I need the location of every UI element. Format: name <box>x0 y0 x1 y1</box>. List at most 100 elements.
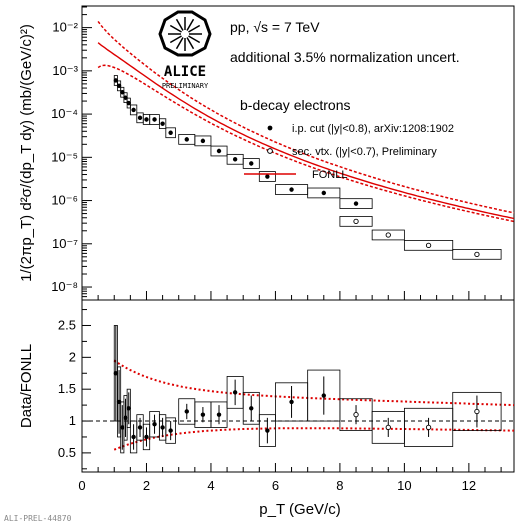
legend-marker-filled <box>267 125 273 131</box>
normalization-label: additional 3.5% normalization uncert. <box>230 49 460 65</box>
fonll-upper-curve <box>97 20 515 214</box>
top-point-filled <box>184 137 189 142</box>
ratio-upper-curve <box>113 359 515 407</box>
x-tick-label: 10 <box>397 478 411 493</box>
top-point-filled <box>113 78 119 83</box>
top-syst-box <box>129 104 138 116</box>
ratio-point-filled <box>200 412 206 417</box>
logo-ray <box>169 35 182 44</box>
ratio-point-filled <box>126 406 131 411</box>
logo-ray <box>169 24 182 33</box>
ratio-point-filled <box>152 422 157 427</box>
top-syst-box <box>158 118 167 130</box>
top-point-filled <box>116 83 122 89</box>
x-tick-label: 8 <box>336 478 343 493</box>
ratio-point-filled <box>216 412 222 417</box>
logo-ray <box>188 35 201 44</box>
logo-ray <box>175 37 184 50</box>
top-point-filled <box>137 115 143 121</box>
top-point-filled <box>353 201 359 206</box>
x-tick-label: 6 <box>272 478 279 493</box>
ratio-syst-box <box>258 414 276 447</box>
ratio-point-open <box>474 408 480 415</box>
top-point-open <box>474 251 480 257</box>
top-point-filled <box>126 100 131 106</box>
alice-logo: ALICE PRELIMINARY <box>158 10 212 90</box>
top-y-axis-label: 1/(2πp_T) d²σ/(dp_T dy) (mb/(GeV/c)²) <box>18 24 35 282</box>
alice-logo-text: ALICE <box>164 64 206 80</box>
x-tick-label: 12 <box>462 478 476 493</box>
ratio-point-filled <box>160 425 165 430</box>
ratio-point-open <box>353 412 359 418</box>
logo-ray <box>188 24 201 33</box>
logo-ray <box>186 18 195 31</box>
x-tick-label: 2 <box>143 478 150 493</box>
ratio-point-filled <box>120 425 125 430</box>
top-syst-box <box>371 229 405 241</box>
top-syst-box <box>210 145 228 157</box>
ratio-point-filled <box>265 428 270 433</box>
top-point-filled <box>321 190 326 196</box>
top-syst-box <box>339 216 373 227</box>
ratio-point-open <box>385 424 391 431</box>
x-tick-label: 4 <box>207 478 214 493</box>
legend-title: b-decay electrons <box>240 97 351 113</box>
top-syst-box <box>194 135 212 147</box>
alice-preliminary-text: PRELIMINARY <box>162 82 209 90</box>
y-tick-label: 10⁻⁴ <box>51 106 78 121</box>
ratio-point-filled <box>144 434 149 440</box>
system-label: pp, √s = 7 TeV <box>230 19 320 35</box>
top-point-filled <box>131 107 136 113</box>
y-tick-label: 10⁻⁶ <box>51 193 78 208</box>
top-point-filled <box>152 117 157 122</box>
top-point-filled <box>168 130 173 135</box>
x-axis-label: p_T (GeV/c) <box>259 501 340 518</box>
y-tick-label: 1 <box>69 413 76 428</box>
top-syst-box <box>339 198 373 209</box>
y-tick-label: 10⁻⁷ <box>52 236 78 251</box>
bottom-panel-frame <box>81 299 515 473</box>
y-tick-label: 0.5 <box>58 445 76 460</box>
fonll-lower-curve <box>97 64 515 223</box>
bottom-axis-ticks: 0 2 4 6 8 10 12 0.5 1 1.5 2 2.5 <box>58 309 502 493</box>
ratio-point-filled <box>168 428 173 433</box>
ratio-point-open <box>425 424 432 431</box>
top-point-filled <box>123 95 128 100</box>
top-point-filled <box>216 148 222 154</box>
top-point-filled <box>144 117 149 122</box>
ratio-point-filled <box>289 399 294 405</box>
top-syst-box <box>403 240 454 251</box>
ratio-point-filled <box>232 390 238 395</box>
ratio-point-filled <box>116 399 122 405</box>
ratio-point-filled <box>131 434 136 440</box>
top-point-filled <box>120 90 125 95</box>
x-tick-label: 0 <box>78 478 85 493</box>
ratio-band-curves <box>113 359 515 451</box>
top-point-filled <box>265 174 270 179</box>
top-point-filled <box>289 187 294 192</box>
ratio-point-filled <box>184 409 189 414</box>
legend-marker-open <box>267 148 273 154</box>
fonll-curves <box>97 20 515 223</box>
logo-ray <box>186 37 195 50</box>
top-point-open <box>385 232 391 238</box>
ratio-syst-box <box>452 391 502 431</box>
ratio-point-filled <box>137 425 143 430</box>
top-point-open <box>353 218 359 225</box>
logo-ray <box>175 18 184 31</box>
top-point-filled <box>232 157 238 162</box>
legend: b-decay electrons i.p. cut (|y|<0.8), ar… <box>240 97 454 181</box>
fonll-central-curve <box>97 42 515 220</box>
top-point-filled <box>249 161 254 166</box>
y-tick-label: 10⁻³ <box>52 63 78 78</box>
top-syst-box <box>242 158 260 169</box>
legend-entry-ipcut: i.p. cut (|y|<0.8), arXiv:1208:1902 <box>292 123 454 135</box>
ratio-point-filled <box>113 371 119 376</box>
top-syst-box <box>452 249 502 260</box>
legend-entry-secvtx: sec. vtx. (|y|<0.7), Preliminary <box>292 146 437 158</box>
ratio-lower-curve <box>113 427 514 451</box>
top-syst-box <box>258 171 276 182</box>
top-axis-ticks: 10⁻² 10⁻³ 10⁻⁴ 10⁻⁵ 10⁻⁶ 10⁻⁷ 10⁻⁸ <box>51 6 502 300</box>
figure-id: ALI-PREL-44870 <box>4 514 72 523</box>
